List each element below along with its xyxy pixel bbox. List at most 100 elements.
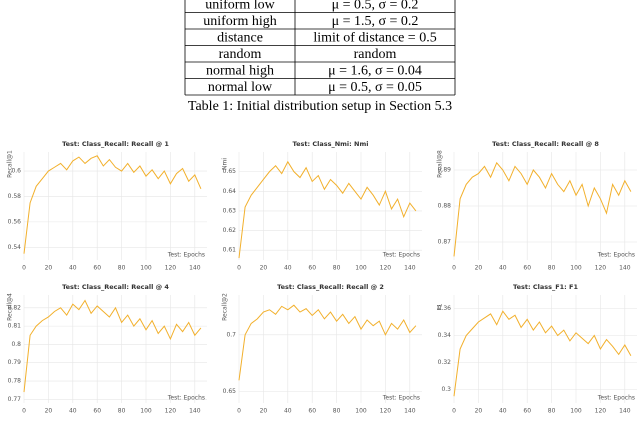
y-axis-label: Recall@1 (7, 150, 14, 178)
table-cell: limit of distance = 0.5 (313, 30, 436, 45)
y-axis-label: F1 (437, 303, 444, 310)
table-cell: random (354, 47, 397, 62)
y-axis-label: Recall@8 (437, 150, 444, 178)
x-tick-label: 40 (69, 265, 77, 272)
x-tick-label: 20 (475, 408, 483, 415)
y-tick-label: 0.79 (8, 359, 22, 366)
x-axis-label: Test: Epochs (597, 252, 635, 259)
table-caption: Table 1: Initial distribution setup in S… (188, 99, 452, 114)
x-tick-label: 0 (22, 265, 26, 272)
x-tick-label: 120 (595, 265, 607, 272)
y-tick-label: 0.65 (223, 168, 237, 175)
y-axis-label: Recall@2 (222, 293, 229, 321)
table-cell: μ = 1.5, σ = 0.2 (332, 14, 419, 29)
x-tick-label: 100 (570, 265, 582, 272)
x-tick-label: 60 (308, 265, 316, 272)
data-line (238, 304, 417, 381)
y-tick-label: 0.54 (8, 244, 22, 251)
x-tick-label: 20 (260, 265, 268, 272)
y-tick-label: 0.8 (11, 341, 21, 348)
y-tick-label: 0.77 (8, 396, 22, 403)
y-tick-label: 0.7 (226, 331, 236, 338)
x-tick-label: 60 (523, 408, 531, 415)
y-tick-label: 0.81 (8, 323, 22, 330)
table-cell: μ = 0.5, σ = 0.2 (332, 0, 419, 12)
x-tick-label: 140 (619, 265, 631, 272)
x-tick-label: 20 (260, 408, 268, 415)
table-cell: normal high (206, 63, 274, 78)
x-tick-label: 80 (548, 408, 556, 415)
y-tick-label: 0.61 (223, 247, 237, 254)
y-tick-label: 0.82 (8, 304, 22, 311)
x-tick-label: 80 (333, 408, 341, 415)
y-tick-label: 0.58 (8, 193, 22, 200)
x-tick-label: 100 (140, 265, 152, 272)
table-cell: uniform low (205, 0, 275, 12)
x-tick-label: 80 (118, 408, 126, 415)
x-tick-label: 0 (237, 265, 241, 272)
x-tick-label: 60 (93, 265, 101, 272)
data-line (453, 161, 632, 257)
table-cell: μ = 1.6, σ = 0.04 (328, 63, 422, 78)
x-axis-label: Test: Epochs (167, 395, 205, 402)
chart-title: Test: Class_Recall: Recall @ 4 (62, 283, 169, 291)
x-tick-label: 0 (452, 408, 456, 415)
x-tick-label: 140 (404, 408, 416, 415)
y-tick-label: 0.64 (223, 188, 237, 195)
x-tick-label: 80 (118, 265, 126, 272)
x-tick-label: 40 (499, 408, 507, 415)
x-axis-label: Test: Epochs (382, 252, 420, 259)
y-tick-label: 0.62 (223, 227, 237, 234)
table-cell: uniform high (203, 14, 277, 29)
y-tick-label: 0.32 (438, 359, 452, 366)
x-tick-label: 80 (333, 265, 341, 272)
chart-title: Test: Class_Recall: Recall @ 2 (277, 283, 384, 291)
x-tick-label: 40 (284, 408, 292, 415)
y-axis-label: Recall@4 (7, 293, 14, 321)
x-axis-label: Test: Epochs (597, 395, 635, 402)
chart-title: Test: Class_Recall: Recall @ 1 (62, 140, 169, 148)
x-tick-label: 0 (237, 408, 241, 415)
table-cell: μ = 0.5, σ = 0.05 (328, 80, 422, 95)
x-tick-label: 60 (93, 408, 101, 415)
data-line (453, 310, 632, 397)
x-tick-label: 40 (284, 265, 292, 272)
x-tick-label: 0 (22, 408, 26, 415)
table-cell: random (219, 47, 262, 62)
y-tick-label: 0.89 (438, 167, 452, 174)
x-tick-label: 20 (475, 265, 483, 272)
y-tick-label: 0.56 (8, 218, 22, 225)
data-line (23, 155, 202, 254)
y-tick-label: 0.87 (438, 239, 452, 246)
data-line (238, 160, 417, 259)
x-tick-label: 100 (355, 265, 367, 272)
x-tick-label: 120 (380, 265, 392, 272)
x-tick-label: 40 (499, 265, 507, 272)
x-tick-label: 80 (548, 265, 556, 272)
x-tick-label: 140 (189, 265, 201, 272)
y-tick-label: 0.88 (438, 203, 452, 210)
chart-title: Test: Class_F1: F1 (513, 283, 578, 291)
x-tick-label: 20 (45, 265, 53, 272)
chart-title: Test: Class_Recall: Recall @ 8 (492, 140, 599, 148)
y-tick-label: 0.65 (223, 388, 237, 395)
x-tick-label: 20 (45, 408, 53, 415)
x-tick-label: 100 (570, 408, 582, 415)
data-line (23, 299, 202, 393)
chart-title: Test: Class_Nmi: Nmi (293, 140, 369, 148)
x-axis-label: Test: Epochs (382, 395, 420, 402)
table-cell: normal low (208, 80, 273, 95)
x-tick-label: 60 (308, 408, 316, 415)
x-tick-label: 100 (355, 408, 367, 415)
x-tick-label: 0 (452, 265, 456, 272)
y-tick-label: 0.3 (441, 386, 451, 393)
x-axis-label: Test: Epochs (167, 252, 205, 259)
x-tick-label: 60 (523, 265, 531, 272)
x-tick-label: 40 (69, 408, 77, 415)
y-tick-label: 0.6 (11, 168, 21, 175)
x-tick-label: 140 (404, 265, 416, 272)
y-tick-label: 0.78 (8, 378, 22, 385)
x-tick-label: 140 (619, 408, 631, 415)
